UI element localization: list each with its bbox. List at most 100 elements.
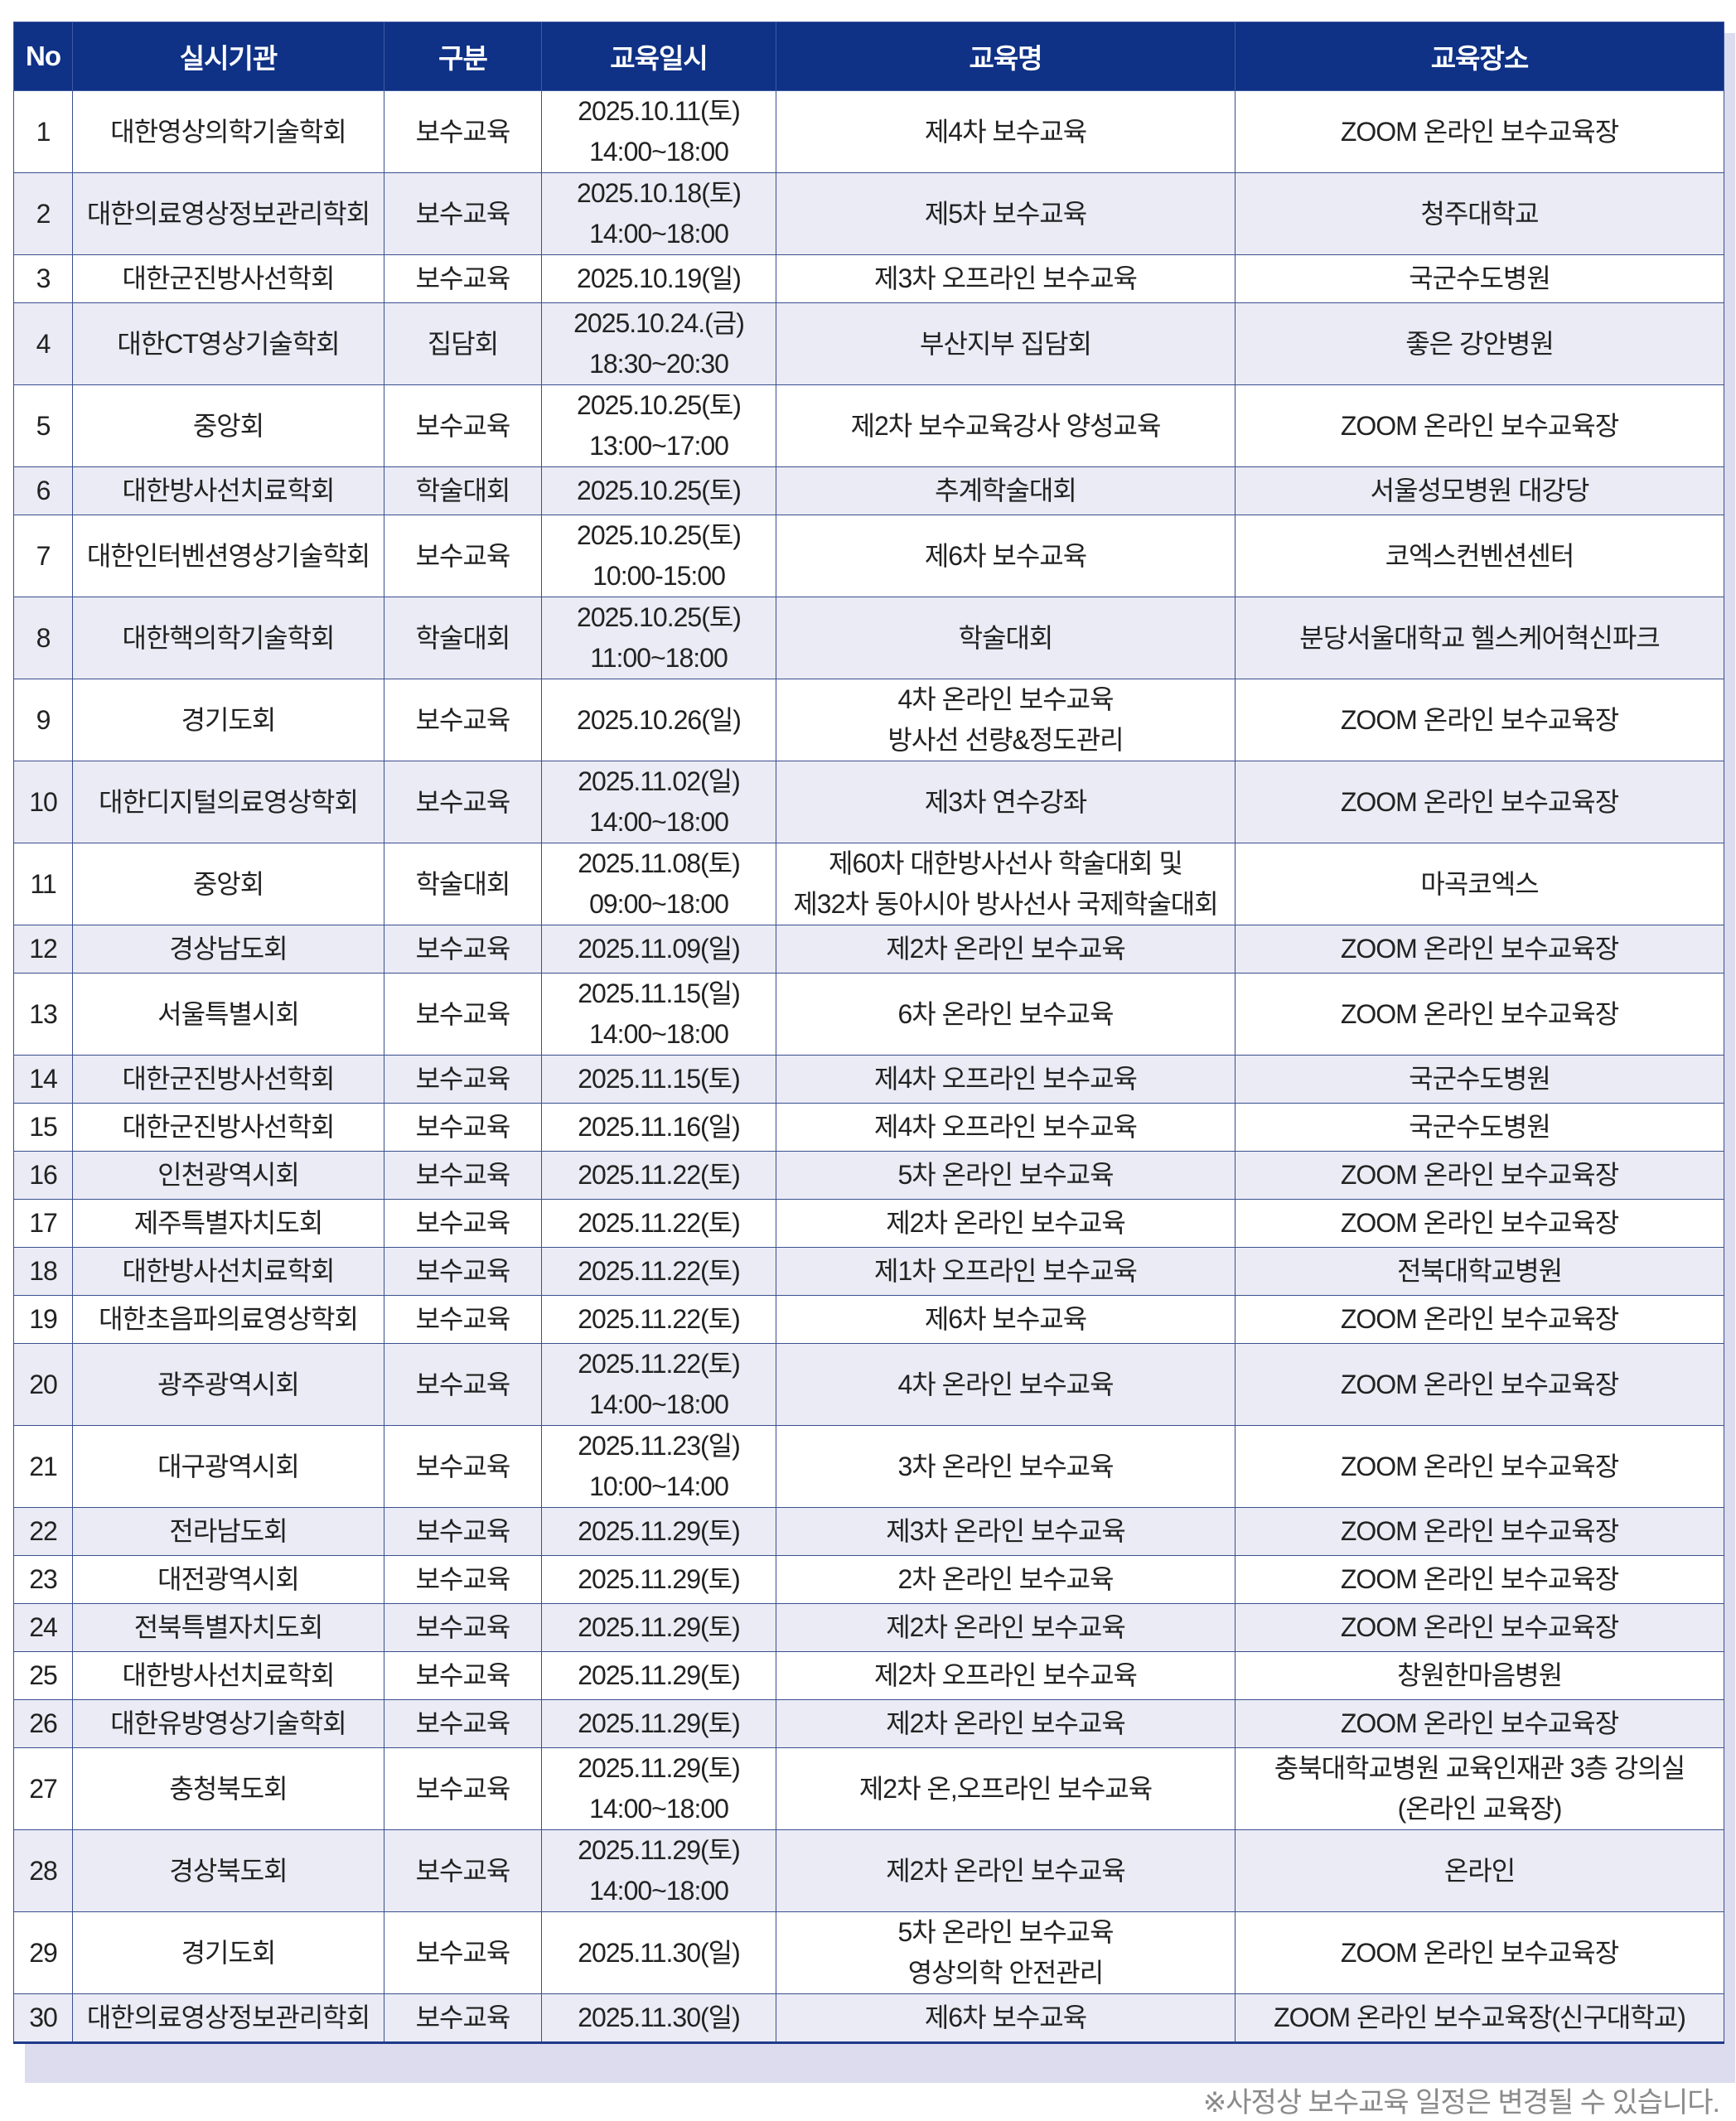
cell-course-name: 제60차 대한방사선사 학술대회 및 제32차 동아시아 방사선사 국제학술대회 [776,843,1236,925]
table-row: 21 대구광역시회 보수교육 2025.11.23(일) 10:00~14:00 3차 … [13,1425,1724,1508]
cell-category: 보수교육 [384,1911,542,1994]
cell-organization: 대한군진방사선학회 [72,1103,384,1152]
column-header-location: 교육장소 [1235,22,1724,91]
table-row: 26 대한유방영상기술학회 보수교육 2025.11.29(토) 제2차 온라인 보수교… [13,1699,1724,1748]
cell-datetime: 2025.11.22(토) 14:00~18:00 [541,1343,776,1426]
cell-category: 보수교육 [384,1699,542,1748]
cell-location: ZOOM 온라인 보수교육장 [1235,384,1724,467]
cell-no: 15 [13,1103,73,1152]
cell-organization: 대한방사선치료학회 [72,466,384,515]
cell-datetime: 2025.11.30(일) [541,1911,776,1994]
cell-organization: 경상북도회 [72,1829,384,1912]
cell-organization: 경기도회 [72,679,384,761]
column-header-course-name: 교육명 [776,22,1236,91]
cell-category: 보수교육 [384,1199,542,1248]
cell-organization: 대한의료영상정보관리학회 [72,1993,384,2044]
cell-no: 9 [13,679,73,761]
cell-category: 보수교육 [384,1151,542,1200]
cell-location: ZOOM 온라인 보수교육장 [1235,1555,1724,1604]
cell-datetime: 2025.10.26(일) [541,679,776,761]
table-row: 8 대한핵의학기술학회 학술대회 2025.10.25(토) 11:00~18:00 학… [13,597,1724,679]
cell-category: 보수교육 [384,1295,542,1344]
cell-organization: 대한디지털의료영상학회 [72,761,384,843]
cell-organization: 대한유방영상기술학회 [72,1699,384,1748]
cell-course-name: 제2차 온라인 보수교육 [776,1829,1236,1912]
cell-organization: 대한초음파의료영상학회 [72,1295,384,1344]
cell-no: 13 [13,973,73,1056]
cell-course-name: 제2차 온라인 보수교육 [776,925,1236,974]
cell-organization: 경기도회 [72,1911,384,1994]
cell-organization: 대전광역시회 [72,1555,384,1604]
cell-no: 2 [13,172,73,255]
cell-no: 7 [13,515,73,597]
cell-organization: 중앙회 [72,843,384,925]
cell-datetime: 2025.11.22(토) [541,1247,776,1296]
cell-category: 보수교육 [384,1055,542,1104]
cell-datetime: 2025.11.29(토) [541,1699,776,1748]
cell-no: 20 [13,1343,73,1426]
table-row: 4 대한CT영상기술학회 집담회 2025.10.24.(금) 18:30~20:30… [13,302,1724,385]
cell-category: 보수교육 [384,90,542,173]
cell-organization: 전북특별자치도회 [72,1603,384,1652]
cell-datetime: 2025.11.30(일) [541,1993,776,2044]
cell-course-name: 제1차 오프라인 보수교육 [776,1247,1236,1296]
cell-category: 보수교육 [384,515,542,597]
cell-category: 보수교육 [384,1603,542,1652]
cell-course-name: 2차 온라인 보수교육 [776,1555,1236,1604]
cell-course-name: 제2차 온,오프라인 보수교육 [776,1747,1236,1830]
cell-datetime: 2025.11.22(토) [541,1295,776,1344]
cell-organization: 대한영상의학기술학회 [72,90,384,173]
cell-category: 보수교육 [384,973,542,1056]
cell-category: 보수교육 [384,1507,542,1556]
cell-no: 22 [13,1507,73,1556]
cell-organization: 대한방사선치료학회 [72,1247,384,1296]
cell-category: 보수교육 [384,1247,542,1296]
cell-no: 10 [13,761,73,843]
cell-datetime: 2025.11.22(토) [541,1151,776,1200]
cell-course-name: 3차 온라인 보수교육 [776,1425,1236,1508]
cell-organization: 중앙회 [72,384,384,467]
cell-organization: 경상남도회 [72,925,384,974]
table-row: 1 대한영상의학기술학회 보수교육 2025.10.11(토) 14:00~18:00… [13,90,1724,173]
table-row: 10 대한디지털의료영상학회 보수교육 2025.11.02(일) 14:00~18:… [13,761,1724,843]
table-row: 6 대한방사선치료학회 학술대회 2025.10.25(토) 추계학술대회 서울성모병원 … [13,466,1724,515]
cell-location: ZOOM 온라인 보수교육장 [1235,679,1724,761]
cell-category: 집담회 [384,302,542,385]
table-row: 20 광주광역시회 보수교육 2025.11.22(토) 14:00~18:00 4차 … [13,1343,1724,1426]
cell-course-name: 제2차 보수교육강사 양성교육 [776,384,1236,467]
cell-course-name: 추계학술대회 [776,466,1236,515]
table-row: 27 충청북도회 보수교육 2025.11.29(토) 14:00~18:00 제2차 … [13,1747,1724,1830]
cell-category: 보수교육 [384,1103,542,1152]
table-row: 5 중앙회 보수교육 2025.10.25(토) 13:00~17:00 제2차 보수교… [13,384,1724,467]
cell-location: 분당서울대학교 헬스케어혁신파크 [1235,597,1724,679]
table-row: 29 경기도회 보수교육 2025.11.30(일) 5차 온라인 보수교육 영상의학 … [13,1911,1724,1994]
cell-no: 29 [13,1911,73,1994]
cell-datetime: 2025.11.16(일) [541,1103,776,1152]
table-row: 16 인천광역시회 보수교육 2025.11.22(토) 5차 온라인 보수교육 ZOOM… [13,1151,1724,1200]
cell-datetime: 2025.10.24.(금) 18:30~20:30 [541,302,776,385]
cell-no: 26 [13,1699,73,1748]
cell-organization: 대한군진방사선학회 [72,254,384,303]
cell-location: ZOOM 온라인 보수교육장 [1235,1343,1724,1426]
cell-organization: 광주광역시회 [72,1343,384,1426]
cell-location: 국군수도병원 [1235,1103,1724,1152]
column-header-category: 구분 [384,22,542,91]
cell-no: 19 [13,1295,73,1344]
cell-datetime: 2025.11.15(일) 14:00~18:00 [541,973,776,1056]
cell-course-name: 제4차 오프라인 보수교육 [776,1103,1236,1152]
cell-category: 학술대회 [384,466,542,515]
cell-datetime: 2025.11.29(토) [541,1507,776,1556]
cell-no: 23 [13,1555,73,1604]
cell-datetime: 2025.11.29(토) [541,1555,776,1604]
cell-category: 학술대회 [384,843,542,925]
cell-no: 1 [13,90,73,173]
cell-course-name: 제3차 온라인 보수교육 [776,1507,1236,1556]
cell-location: 창원한마음병원 [1235,1651,1724,1700]
cell-course-name: 제2차 온라인 보수교육 [776,1199,1236,1248]
cell-datetime: 2025.11.23(일) 10:00~14:00 [541,1425,776,1508]
cell-no: 8 [13,597,73,679]
cell-course-name: 6차 온라인 보수교육 [776,973,1236,1056]
table-row: 30 대한의료영상정보관리학회 보수교육 2025.11.30(일) 제6차 보수교육 Z… [13,1993,1724,2044]
table-row: 17 제주특별자치도회 보수교육 2025.11.22(토) 제2차 온라인 보수교육 Z… [13,1199,1724,1248]
table-row: 3 대한군진방사선학회 보수교육 2025.10.19(일) 제3차 오프라인 보수교육… [13,254,1724,303]
